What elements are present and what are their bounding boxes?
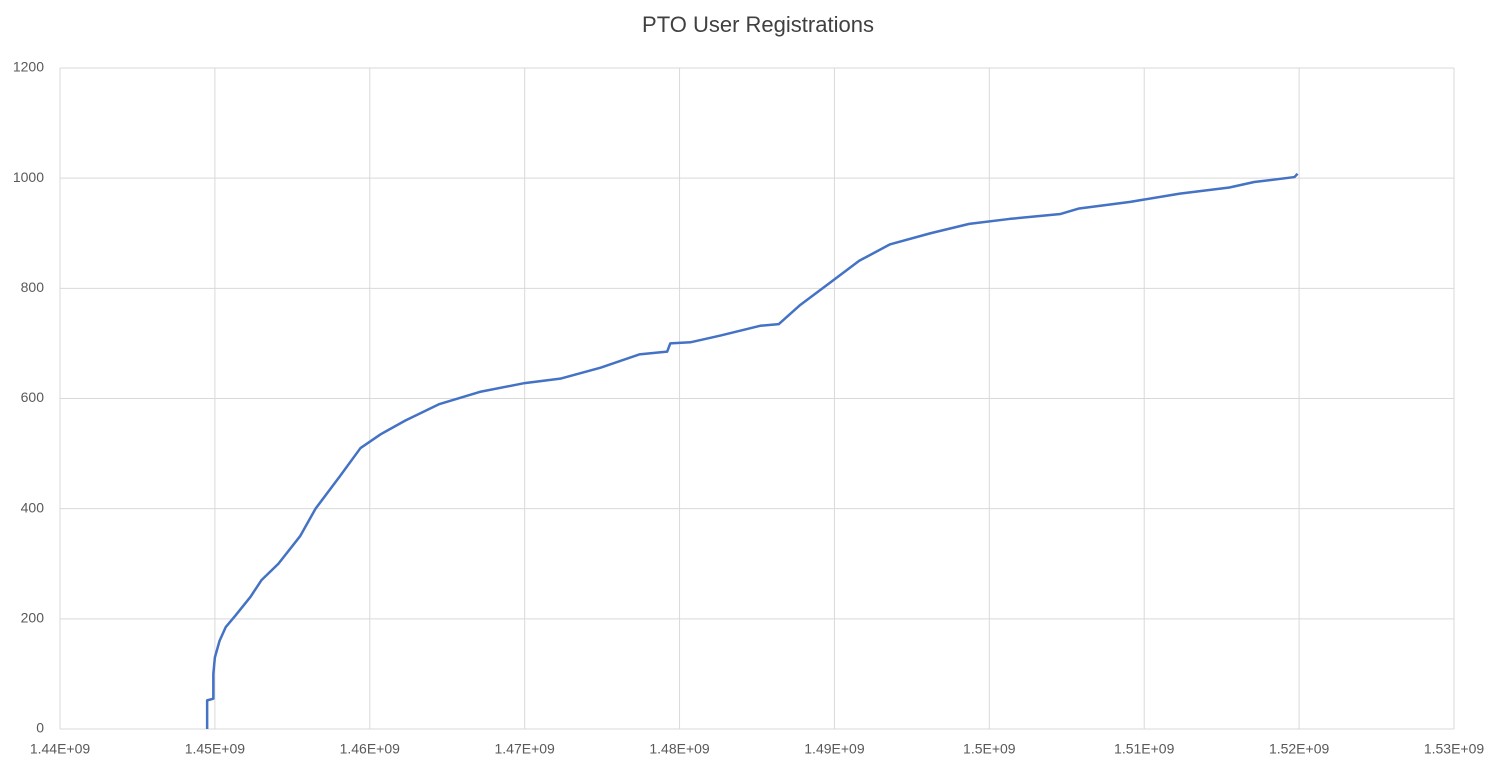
x-tick-label: 1.48E+09 [649, 741, 710, 757]
data-line [205, 172, 1299, 729]
chart-title: PTO User Registrations [642, 12, 874, 37]
x-tick-label: 1.51E+09 [1114, 741, 1175, 757]
y-tick-label: 600 [21, 389, 45, 405]
x-tick-label: 1.52E+09 [1269, 741, 1330, 757]
y-tick-label: 0 [36, 720, 44, 736]
x-tick-label: 1.45E+09 [185, 741, 246, 757]
x-tick-label: 1.49E+09 [804, 741, 865, 757]
y-tick-label: 1200 [13, 59, 44, 75]
y-tick-label: 1000 [13, 169, 44, 185]
x-tick-label: 1.5E+09 [963, 741, 1016, 757]
y-tick-label: 800 [21, 279, 45, 295]
x-tick-label: 1.46E+09 [340, 741, 401, 757]
y-tick-label: 400 [21, 499, 45, 515]
y-tick-label: 200 [21, 610, 45, 626]
x-tick-label: 1.53E+09 [1424, 741, 1485, 757]
x-tick-label: 1.44E+09 [30, 741, 91, 757]
x-tick-label: 1.47E+09 [494, 741, 555, 757]
